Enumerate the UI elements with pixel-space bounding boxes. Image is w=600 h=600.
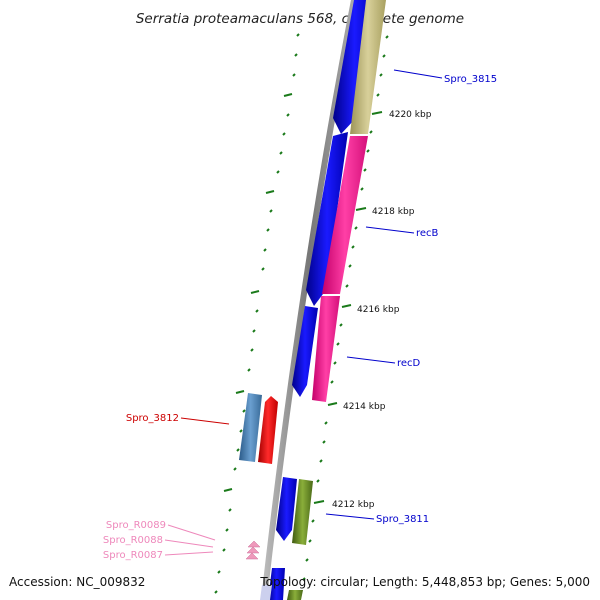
gene-bottom-forward[interactable] bbox=[268, 568, 285, 600]
backbone-arc bbox=[261, 0, 357, 600]
gene-spro-3811-forward[interactable] bbox=[276, 477, 297, 541]
gene-bottom-reverse[interactable] bbox=[287, 590, 303, 600]
gene-label-spro-r0087[interactable]: Spro_R0087 bbox=[103, 550, 163, 561]
genome-title: Serratia proteamaculans 568, complete ge… bbox=[136, 11, 464, 27]
gene-label-recB[interactable]: recB bbox=[416, 228, 439, 239]
ruler-ticks bbox=[214, 33, 389, 594]
accession-text: Accession: NC_009832 bbox=[9, 575, 145, 589]
rna-spro-r0088 bbox=[246, 546, 260, 554]
gene-spro-3815-reverse[interactable] bbox=[350, 0, 386, 134]
gene-label-spro-r0089[interactable]: Spro_R0089 bbox=[106, 520, 166, 531]
gene-recD-forward[interactable] bbox=[292, 306, 318, 397]
gene-label-spro-3811[interactable]: Spro_3811 bbox=[376, 514, 429, 525]
gene-recB-reverse[interactable] bbox=[322, 136, 368, 294]
gene-label-spro-3812[interactable]: Spro_3812 bbox=[126, 413, 179, 424]
tick-label-4216: 4216 kbp bbox=[357, 305, 400, 315]
tick-label-4220: 4220 kbp bbox=[389, 110, 432, 120]
gene-recB-forward[interactable] bbox=[306, 132, 348, 306]
gene-bottom-pale[interactable] bbox=[260, 585, 272, 600]
tick-label-4218: 4218 kbp bbox=[372, 207, 415, 217]
gene-spro-3811-reverse[interactable] bbox=[292, 479, 313, 545]
gene-spro-3812-b[interactable] bbox=[258, 396, 278, 464]
tick-label-4214: 4214 kbp bbox=[343, 402, 386, 412]
rna-features[interactable] bbox=[245, 540, 261, 560]
rna-spro-r0087 bbox=[245, 552, 259, 560]
gene-recD-reverse[interactable] bbox=[312, 296, 340, 402]
tick-label-4212: 4212 kbp bbox=[332, 500, 375, 510]
gene-label-spro-r0088[interactable]: Spro_R0088 bbox=[103, 535, 163, 546]
topology-text: Topology: circular; Length: 5,448,853 bp… bbox=[259, 575, 590, 589]
gene-spro-3812-a[interactable] bbox=[239, 393, 262, 462]
rna-spro-r0089 bbox=[247, 540, 261, 548]
label-leaders bbox=[164, 69, 443, 556]
gene-label-recD[interactable]: recD bbox=[397, 358, 421, 369]
gene-label-spro-3815[interactable]: Spro_3815 bbox=[444, 74, 497, 85]
